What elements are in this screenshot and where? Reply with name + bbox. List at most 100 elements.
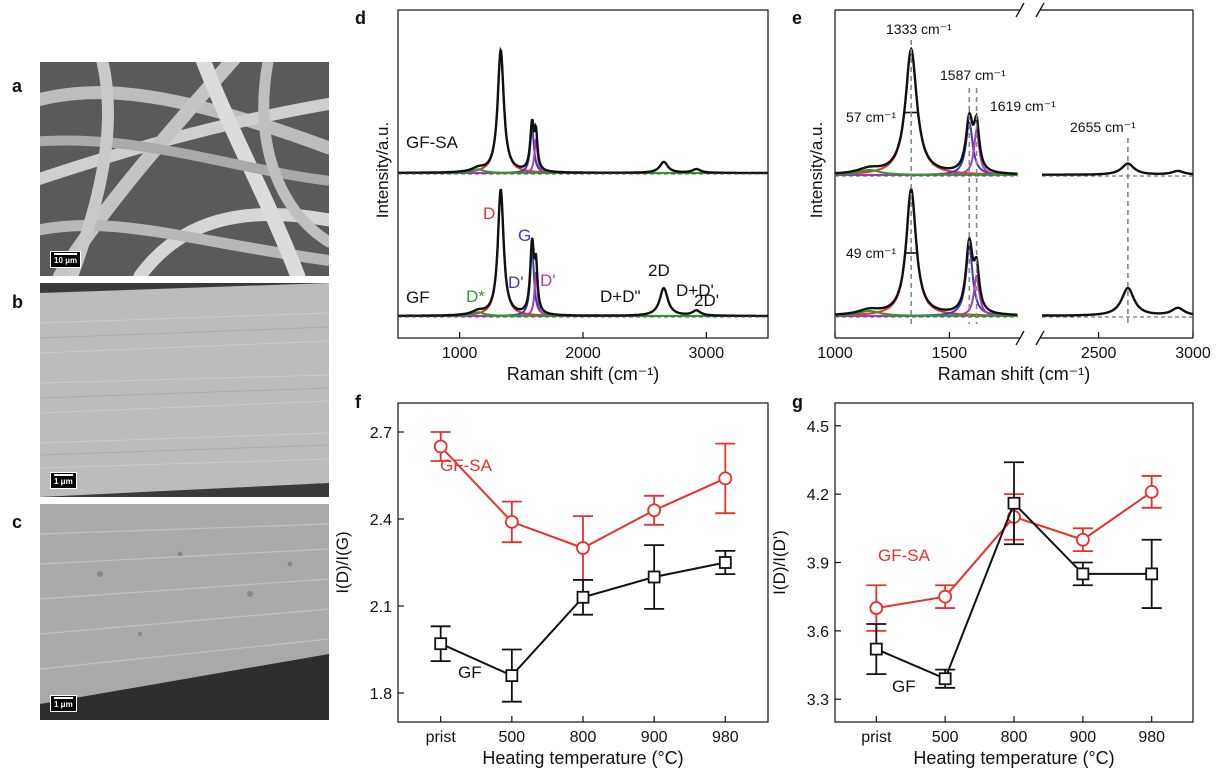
data-point-g-GF-SA [869, 601, 884, 615]
x-tick-label-d: 2000 [565, 345, 601, 362]
sem-image-c: 1 μm [40, 504, 329, 720]
series-label-d-gf: GF [406, 288, 430, 307]
data-point-f-GF [718, 556, 732, 569]
spectrum-e [835, 185, 1018, 316]
fit-component-e [835, 310, 1018, 317]
y-tick-label-g: 3.3 [807, 692, 829, 709]
x-tick-label-f: 980 [712, 729, 739, 746]
panel-letter-c: c [12, 512, 23, 532]
data-point-f-GF-SA [576, 541, 590, 555]
data-point-g-GF-SA [1144, 484, 1159, 499]
x-tick-label-f: prist [426, 729, 457, 746]
data-point-f-GF-SA [433, 439, 448, 454]
data-point-f-GF [505, 669, 519, 682]
peak-label-Dprime-blue: D' [508, 273, 524, 292]
x-tick-label-g: 800 [1001, 729, 1028, 746]
peak-label-2Dprime: 2D' [694, 291, 719, 310]
spectrum-e [835, 46, 1018, 175]
series-label-g-GF-SA: GF-SA [878, 546, 931, 565]
y-tick-label-g: 3.9 [807, 556, 829, 573]
x-tick-label-e: 2500 [1081, 345, 1117, 362]
series-label-g-GF: GF [892, 677, 916, 696]
peak-label-D: D [483, 204, 495, 223]
peak-label-2D: 2D [648, 261, 670, 280]
y-axis-label-g: I(D)/I(D') [770, 530, 789, 595]
panel-letter-f: f [355, 392, 361, 412]
peak-label-G: G [518, 226, 531, 245]
peak-annotation-1619: 1619 cm⁻¹ [990, 98, 1056, 114]
axis-break-mark [1015, 2, 1025, 18]
data-point-f-GF [576, 590, 590, 604]
panel-letter-a: a [12, 76, 23, 96]
y-tick-label-f: 2.1 [370, 599, 392, 616]
fit-component-e [835, 121, 1018, 176]
scale-bar-a: 10 μm [50, 251, 82, 268]
data-point-g-GF [1145, 567, 1159, 581]
data-point-g-GF [1007, 496, 1021, 510]
y-tick-label-g: 3.6 [807, 624, 829, 641]
y-tick-label-f: 2.4 [370, 512, 392, 529]
scale-bar-b: 1 μm [50, 472, 77, 489]
axis-break-mark [1035, 2, 1045, 18]
data-point-g-GF [938, 672, 952, 686]
panel-letter-d: d [355, 8, 366, 28]
panel-letter-g: g [792, 392, 803, 412]
peak-label-Dprime: D' [540, 271, 556, 290]
scale-bar-c: 1 μm [50, 695, 77, 712]
data-point-f-GF-SA [647, 503, 662, 518]
series-label-f-GF-SA: GF-SA [440, 456, 493, 475]
peak-annotation-1587: 1587 cm⁻¹ [940, 67, 1006, 83]
y-tick-label-f: 1.8 [370, 686, 392, 703]
spectrum-d-GF [398, 188, 768, 318]
x-tick-label-g: 500 [932, 729, 959, 746]
y-axis-label-d: Intensity/a.u. [373, 122, 392, 218]
sem-image-b: 1 μm [40, 283, 329, 497]
peak-annotation-2655: 2655 cm⁻¹ [1070, 119, 1136, 135]
spectrum-e [1042, 286, 1193, 317]
peak-annotation-1333: 1333 cm⁻¹ [886, 21, 952, 37]
x-tick-label-g: prist [861, 729, 892, 746]
x-tick-label-f: 500 [498, 729, 525, 746]
x-tick-label-g: 900 [1069, 729, 1096, 746]
x-tick-label-e: 1000 [817, 345, 853, 362]
panel-letter-e: e [792, 8, 803, 28]
data-point-f-GF-SA [504, 515, 519, 529]
series-label-d-gfsa: GF-SA [406, 133, 459, 152]
panel-letter-b: b [12, 292, 23, 312]
y-tick-label-g: 4.5 [807, 419, 829, 436]
fit-component-e [835, 169, 1018, 176]
fwhm-annotation-gfsa: 57 cm⁻¹ [846, 109, 897, 125]
peak-label-D-Dprime: D+D' [676, 281, 714, 300]
series-label-f-GF: GF [458, 663, 482, 682]
sem-image-a: 10 μm [40, 62, 329, 276]
x-tick-label-d: 3000 [689, 345, 725, 362]
y-axis-label-e: Intensity/a.u. [807, 122, 826, 218]
data-point-f-GF [434, 637, 448, 651]
x-axis-label-d: Raman shift (cm⁻¹) [507, 364, 660, 384]
peak-label-D-Ddoubleprime: D+D" [600, 287, 641, 306]
x-tick-label-f: 800 [570, 729, 597, 746]
x-tick-label-e: 3000 [1175, 345, 1211, 362]
data-point-g-GF-SA [1075, 532, 1090, 547]
x-tick-label-e: 1500 [932, 345, 968, 362]
peak-label-Dstar: D* [466, 287, 485, 306]
axis-break-mark [1015, 330, 1025, 346]
x-tick-label-f: 900 [641, 729, 668, 746]
y-tick-label-f: 2.7 [370, 425, 392, 442]
x-axis-label-e: Raman shift (cm⁻¹) [938, 364, 1091, 384]
x-axis-label-f: Heating temperature (°C) [482, 748, 683, 768]
spectrum-e [1042, 162, 1193, 176]
axis-break-mark [1035, 330, 1045, 346]
data-point-f-GF [647, 570, 661, 584]
fwhm-annotation-gf: 49 cm⁻¹ [846, 245, 897, 261]
y-tick-label-g: 4.2 [807, 487, 829, 504]
data-point-f-GF-SA [718, 471, 733, 486]
data-point-g-GF [869, 642, 883, 656]
data-point-g-GF-SA [938, 589, 953, 604]
x-tick-label-g: 980 [1138, 729, 1165, 746]
fit-component-d-GF-SA-0 [398, 49, 768, 174]
y-axis-label-f: I(D)/I(G) [333, 531, 352, 593]
x-axis-label-g: Heating temperature (°C) [913, 748, 1114, 768]
spectrum-d-GF-SA [398, 46, 768, 175]
